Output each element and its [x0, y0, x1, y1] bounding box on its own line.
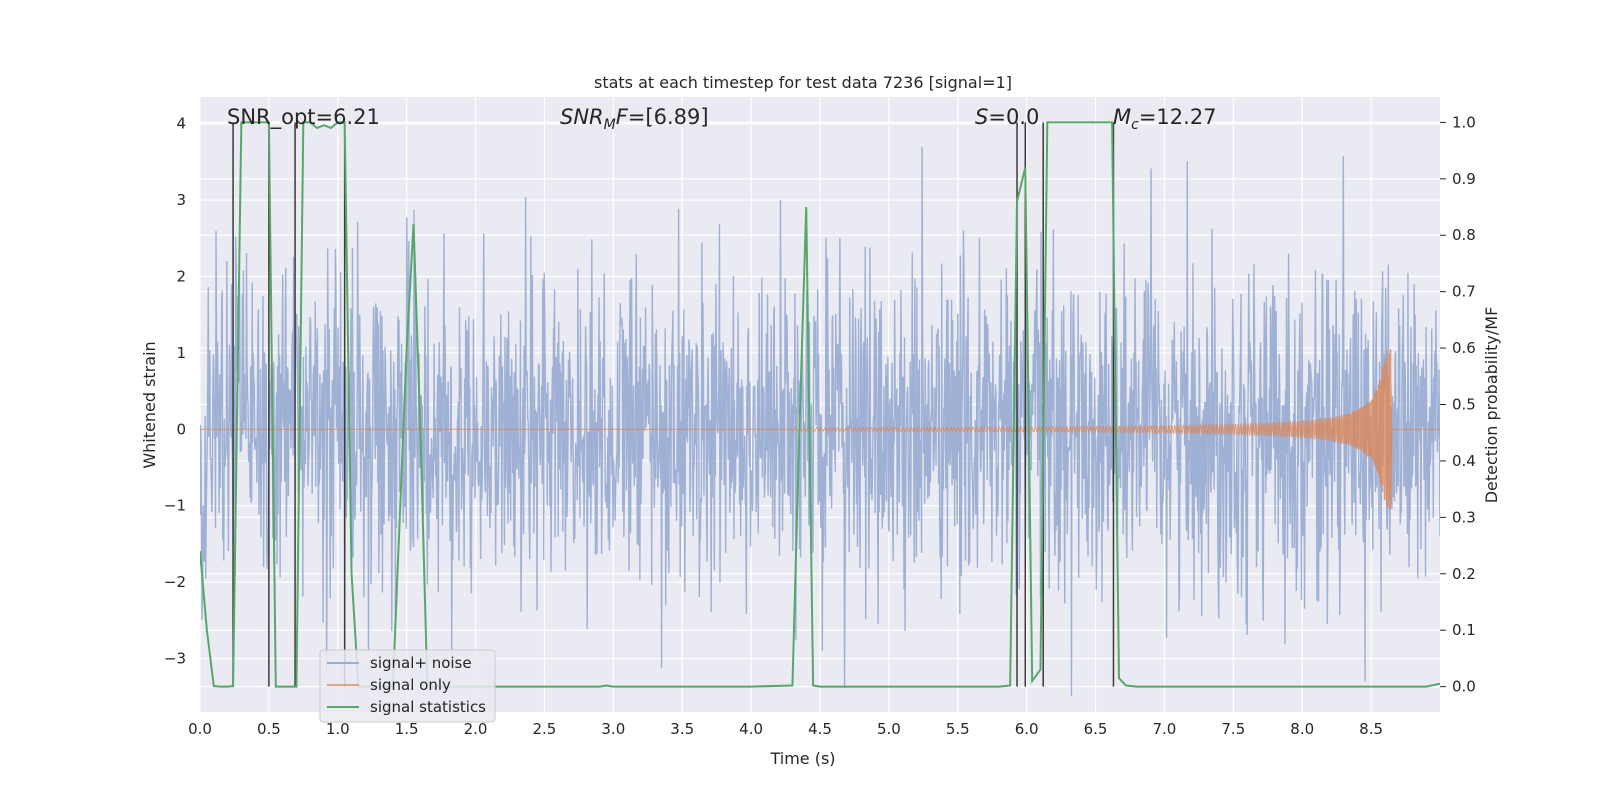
legend-label-signal-only: signal only — [370, 676, 451, 694]
x-tick-label: 3.5 — [670, 720, 694, 738]
x-axis-ticks: 0.0 0.5 1.0 1.5 2.0 2.5 3.0 3.5 4.0 4.5 5.0 5.5 6.0 6… — [188, 720, 1383, 738]
series-signal-only — [200, 349, 1440, 510]
x-tick-label: 2.5 — [533, 720, 557, 738]
y-right-tick-label: 1.0 — [1452, 113, 1476, 131]
y-right-tick-label: 0.2 — [1452, 565, 1476, 583]
legend-label-signal-noise: signal+ noise — [370, 654, 472, 672]
vertical-markers — [232, 122, 1115, 687]
y-left-tick-label: 4 — [176, 115, 186, 133]
chart-title: stats at each timestep for test data 723… — [594, 73, 1012, 92]
annotation-s: S=0.0 — [975, 105, 1039, 129]
x-tick-label: 8.0 — [1290, 720, 1314, 738]
y-axis-right-ticks: 0.0 0.1 0.2 0.3 0.4 0.5 0.6 0.7 0.8 0.9 1.0 — [1440, 113, 1476, 696]
x-tick-label: 3.0 — [601, 720, 625, 738]
x-axis-label: Time (s) — [769, 749, 835, 768]
y-left-tick-label: 0 — [176, 420, 186, 438]
x-tick-label: 0.0 — [188, 720, 212, 738]
signal-line — [200, 349, 1440, 510]
y-right-tick-label: 0.8 — [1452, 226, 1476, 244]
x-tick-label: 5.5 — [946, 720, 970, 738]
annotation-mc: Mc=12.27 — [1113, 105, 1217, 133]
y-left-tick-label: 3 — [176, 191, 186, 209]
y-left-tick-label: −1 — [164, 497, 186, 515]
annotation-snr-opt: SNR_opt=6.21 — [227, 105, 380, 130]
x-tick-label: 1.0 — [326, 720, 350, 738]
y-right-tick-label: 0.5 — [1452, 396, 1476, 414]
x-tick-label: 5.0 — [877, 720, 901, 738]
y-left-tick-label: −2 — [164, 573, 186, 591]
x-tick-label: 7.5 — [1221, 720, 1245, 738]
y-right-tick-label: 0.9 — [1452, 170, 1476, 188]
y-right-tick-label: 0.3 — [1452, 508, 1476, 526]
x-tick-label: 1.5 — [395, 720, 419, 738]
x-tick-label: 8.5 — [1359, 720, 1383, 738]
y-left-tick-label: 2 — [176, 268, 186, 286]
annotation-snr-mf: SNRMF=[6.89] — [560, 105, 709, 133]
y-axis-left-label: Whitened strain — [140, 341, 159, 468]
x-tick-label: 4.5 — [808, 720, 832, 738]
y-axis-left-ticks: −3 −2 −1 0 1 2 3 4 — [164, 115, 186, 668]
y-right-tick-label: 0.0 — [1452, 678, 1476, 696]
x-tick-label: 6.0 — [1015, 720, 1039, 738]
x-tick-label: 7.0 — [1153, 720, 1177, 738]
x-tick-label: 4.0 — [739, 720, 763, 738]
y-left-tick-label: −3 — [164, 650, 186, 668]
y-left-tick-label: 1 — [176, 344, 186, 362]
x-tick-label: 2.0 — [464, 720, 488, 738]
noise-line — [200, 147, 1440, 697]
y-right-tick-label: 0.6 — [1452, 339, 1476, 357]
y-axis-right-label: Detection probability/MF — [1482, 307, 1501, 504]
y-right-tick-label: 0.7 — [1452, 283, 1476, 301]
x-tick-label: 0.5 — [257, 720, 281, 738]
y-right-tick-label: 0.4 — [1452, 452, 1476, 470]
x-tick-label: 6.5 — [1084, 720, 1108, 738]
legend-box — [319, 649, 496, 723]
legend-label-signal-statistics: signal statistics — [370, 698, 486, 716]
legend: signal+ noise signal only signal statist… — [319, 649, 496, 723]
y-right-tick-label: 0.1 — [1452, 621, 1476, 639]
series-signal-noise — [200, 147, 1440, 697]
